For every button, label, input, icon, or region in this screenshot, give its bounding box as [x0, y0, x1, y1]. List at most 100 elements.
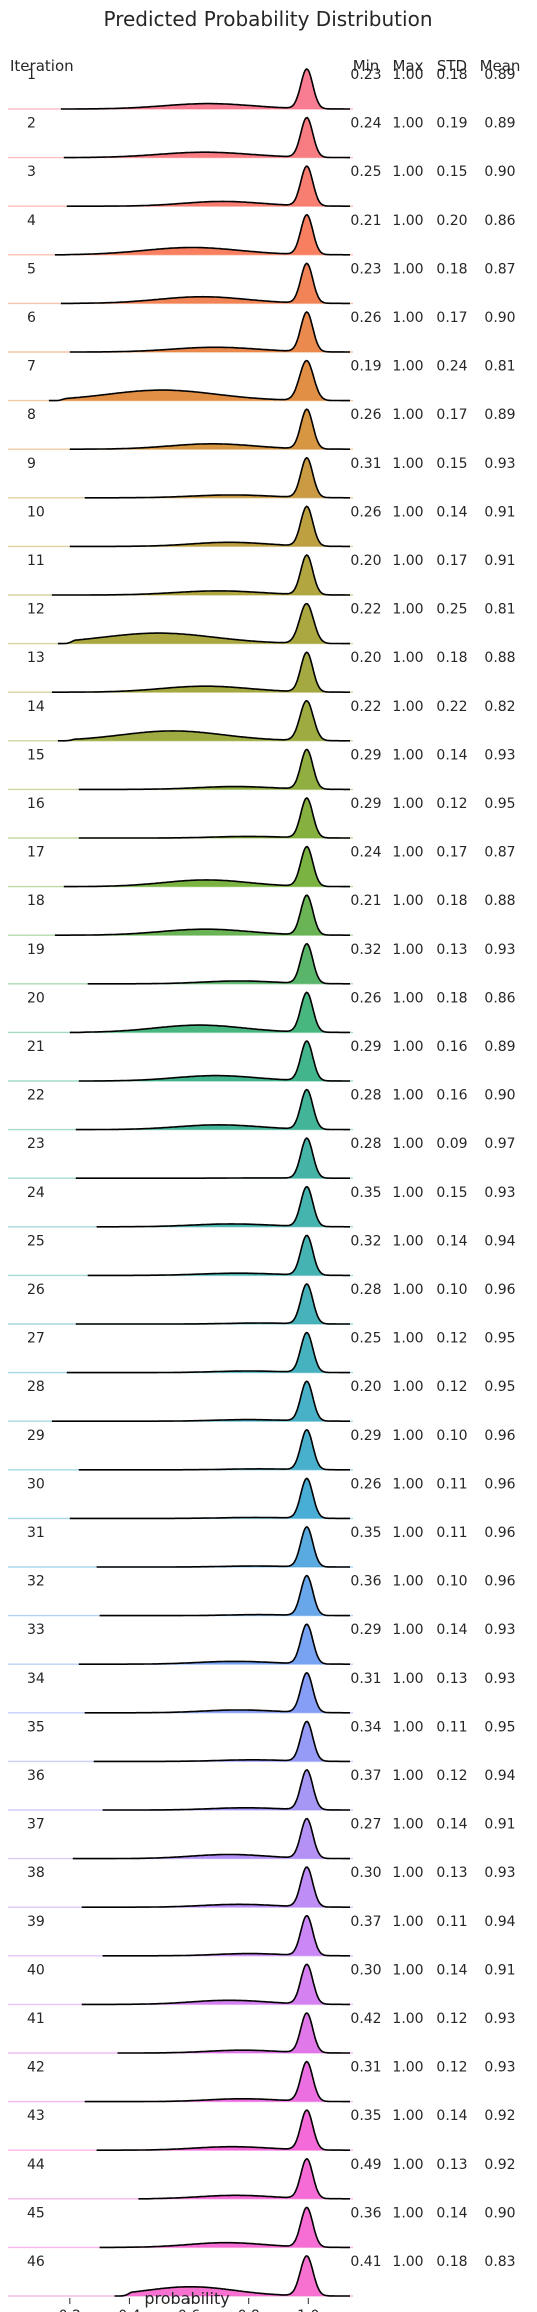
- iteration-label: 17: [27, 845, 45, 861]
- std-value: 0.24: [436, 359, 467, 375]
- ridge-curve: [75, 1088, 350, 1131]
- ridge-curve: [78, 1040, 350, 1082]
- min-value: 0.35: [350, 2108, 381, 2124]
- ridge-curve: [78, 748, 350, 791]
- min-value: 0.26: [350, 1476, 381, 1492]
- max-value: 1.00: [392, 1428, 423, 1444]
- min-value: 0.36: [350, 2205, 381, 2221]
- ridge-curve: [81, 1866, 350, 1908]
- ridge-curve: [75, 1137, 350, 1179]
- ridge-curve: [54, 213, 350, 256]
- mean-value: 0.93: [484, 747, 515, 763]
- max-value: 1.00: [392, 116, 423, 132]
- min-value: 0.29: [350, 796, 381, 812]
- mean-value: 0.93: [484, 2060, 515, 2076]
- iteration-label: 33: [27, 1622, 45, 1638]
- ridge-area: [102, 1915, 350, 1956]
- ridge-curve: [99, 2206, 350, 2249]
- mean-value: 0.96: [484, 1574, 515, 1590]
- max-value: 1.00: [392, 1039, 423, 1055]
- iteration-label: 7: [27, 359, 36, 375]
- std-value: 0.14: [436, 2205, 467, 2221]
- std-value: 0.20: [436, 213, 467, 229]
- ridge-curve: [96, 2109, 350, 2151]
- mean-value: 0.87: [484, 261, 515, 277]
- ridge-curve: [60, 262, 350, 305]
- std-value: 0.15: [436, 164, 467, 180]
- stat-header-min: Min: [353, 57, 380, 75]
- min-value: 0.22: [350, 602, 381, 618]
- ridge-curve: [54, 894, 350, 936]
- mean-value: 0.93: [484, 1622, 515, 1638]
- ridge-row: 20 0.26 1.00 0.18 0.86: [8, 990, 516, 1034]
- mean-value: 0.91: [484, 1962, 515, 1978]
- ridge-area: [78, 1429, 351, 1470]
- ridge-area: [54, 214, 351, 255]
- iteration-label: 25: [27, 1233, 45, 1249]
- max-value: 1.00: [392, 2108, 423, 2124]
- std-value: 0.14: [436, 504, 467, 520]
- std-value: 0.10: [436, 1428, 467, 1444]
- mean-value: 0.89: [484, 67, 515, 83]
- std-value: 0.11: [436, 1719, 467, 1735]
- ridge-row: 2 0.24 1.00 0.19 0.89: [8, 116, 516, 159]
- mean-value: 0.97: [484, 1136, 515, 1152]
- min-value: 0.30: [350, 1865, 381, 1881]
- iteration-label: 29: [27, 1428, 45, 1444]
- max-value: 1.00: [392, 553, 423, 569]
- iteration-label: 26: [27, 1282, 45, 1298]
- ridge-row: 11 0.20 1.00 0.17 0.91: [8, 553, 516, 596]
- ridge-area: [99, 2207, 350, 2248]
- std-value: 0.14: [436, 1817, 467, 1833]
- x-axis-label: probability: [144, 2289, 229, 2308]
- iteration-label: 27: [27, 1331, 45, 1347]
- max-value: 1.00: [392, 1574, 423, 1590]
- mean-value: 0.95: [484, 1719, 515, 1735]
- iteration-label: 22: [27, 1088, 45, 1104]
- ridge-curve: [87, 1234, 350, 1277]
- x-tick-label: 1.0: [297, 2308, 319, 2312]
- iteration-label: 38: [27, 1865, 45, 1881]
- ridge-area: [117, 2013, 350, 2053]
- mean-value: 0.96: [484, 1525, 515, 1541]
- min-value: 0.35: [350, 1185, 381, 1201]
- min-value: 0.26: [350, 310, 381, 326]
- iteration-label: 39: [27, 1914, 45, 1930]
- ridge-area: [69, 1478, 351, 1519]
- max-value: 1.00: [392, 407, 423, 423]
- ridge-row: 27 0.25 1.00 0.12 0.95: [8, 1331, 516, 1374]
- mean-value: 0.90: [484, 2205, 515, 2221]
- iteration-label: 18: [27, 893, 45, 909]
- max-value: 1.00: [392, 1476, 423, 1492]
- mean-value: 0.95: [484, 1379, 515, 1395]
- std-value: 0.12: [436, 1331, 467, 1347]
- row-header: Iteration: [10, 57, 74, 75]
- iteration-label: 3: [27, 164, 36, 180]
- ridge-curve: [93, 1720, 350, 1763]
- std-value: 0.15: [436, 1185, 467, 1201]
- std-value: 0.13: [436, 2157, 467, 2173]
- x-tick-label: 0.4: [118, 2308, 140, 2312]
- ridge-row: 39 0.37 1.00 0.11 0.94: [8, 1914, 516, 1957]
- ridge-area: [99, 1575, 350, 1616]
- ridge-area: [51, 555, 351, 595]
- mean-value: 0.81: [484, 602, 515, 618]
- ridge-curve: [69, 991, 350, 1034]
- std-value: 0.17: [436, 310, 467, 326]
- mean-value: 0.86: [484, 990, 515, 1006]
- max-value: 1.00: [392, 1331, 423, 1347]
- ridge-area: [75, 1089, 351, 1130]
- ridge-row: 1 0.23 1.00 0.18 0.89: [8, 67, 516, 110]
- ridge-row: 26 0.28 1.00 0.10 0.96: [8, 1282, 516, 1325]
- std-value: 0.18: [436, 261, 467, 277]
- min-value: 0.23: [350, 67, 381, 83]
- max-value: 1.00: [392, 1817, 423, 1833]
- iteration-label: 10: [27, 504, 45, 520]
- std-value: 0.18: [436, 893, 467, 909]
- min-value: 0.34: [350, 1719, 381, 1735]
- max-value: 1.00: [392, 747, 423, 763]
- mean-value: 0.83: [484, 2254, 515, 2270]
- min-value: 0.21: [350, 213, 381, 229]
- std-value: 0.14: [436, 1233, 467, 1249]
